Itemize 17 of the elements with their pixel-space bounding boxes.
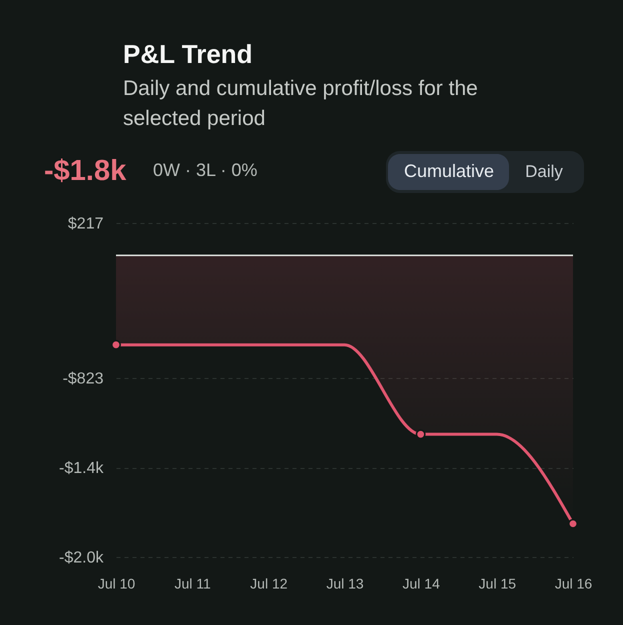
x-tick-label: Jul 11 [174,576,212,592]
x-tick-label: Jul 14 [402,576,440,592]
chart-title: P&L Trend [123,39,253,69]
text: 0W · 3L · 0% [153,160,258,180]
y-tick-label: -$1.4k [59,460,104,478]
x-tick-label: Jul 10 [98,576,136,592]
text: Daily [525,162,564,181]
y-tick-label: -$2.0k [59,550,104,566]
x-tick-label: Jul 15 [478,576,516,592]
y-tick-label: $217 [68,216,104,232]
chart-subtitle: Daily and cumulative profit/loss for the selected period [123,77,478,130]
text: -$1.8k [44,155,128,187]
y-tick-label: -$823 [62,370,104,388]
x-tick-label: Jul 13 [326,576,364,592]
x-tick-label: Jul 12 [250,576,288,592]
text: Cumulative [404,161,494,181]
x-tick-label: Jul 16 [554,576,592,592]
